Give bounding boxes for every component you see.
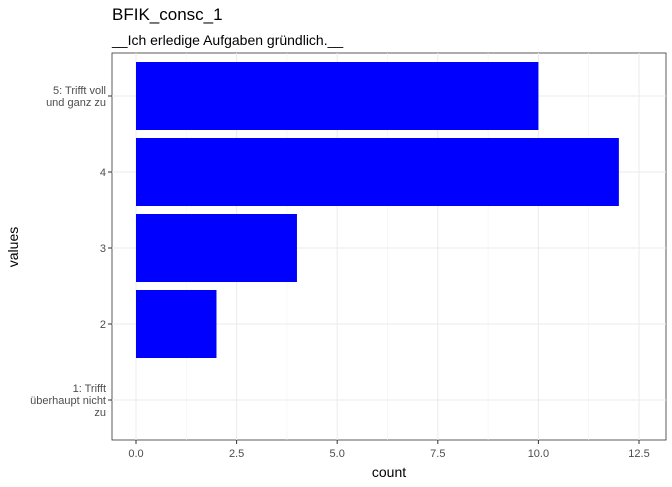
x-tick-label: 12.5 — [628, 448, 649, 460]
bar — [136, 290, 217, 358]
x-tick-label: 7.5 — [430, 448, 445, 460]
bar — [136, 138, 619, 206]
bar — [136, 214, 297, 282]
x-axis-title: count — [372, 464, 406, 480]
x-tick-label: 5.0 — [330, 448, 345, 460]
y-tick-label: 3 — [100, 243, 106, 255]
y-tick-label: 2 — [100, 319, 106, 331]
y-tick-label: 1: Trifft überhaupt nicht zu — [30, 383, 106, 419]
chart-subtitle: __Ich erledige Aufgaben gründlich.__ — [111, 32, 343, 48]
y-tick-label: 4 — [100, 167, 106, 179]
x-tick-label: 0.0 — [128, 448, 143, 460]
bar — [136, 62, 539, 130]
bars — [136, 62, 619, 358]
x-tick-label: 10.0 — [528, 448, 549, 460]
x-tick-label: 2.5 — [229, 448, 244, 460]
x-axis-ticks: 0.0 2.5 5.0 7.5 10.0 12.5 — [128, 440, 650, 460]
chart-title: BFIK_consc_1 — [112, 5, 223, 24]
y-tick-label: 5: Trifft voll und ganz zu — [46, 85, 106, 109]
y-axis-ticks: 5: Trifft voll und ganz zu 4 3 2 1: Trifft übe… — [30, 85, 112, 419]
y-axis-title: values — [5, 227, 21, 267]
